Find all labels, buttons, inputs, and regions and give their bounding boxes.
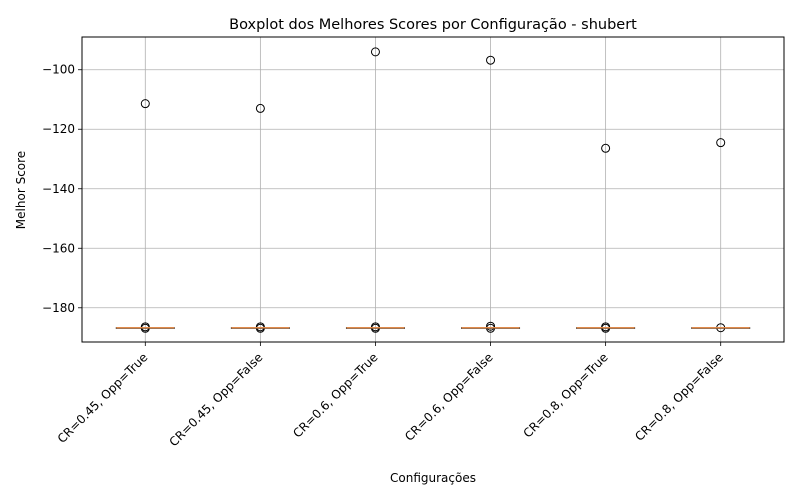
flier-point [716, 138, 726, 148]
box-group [691, 138, 751, 333]
chart-title: Boxplot dos Melhores Scores por Configur… [229, 17, 637, 33]
y-axis-label: Melhor Score [14, 151, 28, 229]
y-tick-label: −160 [42, 241, 75, 255]
box-group [576, 143, 636, 333]
box-group [461, 55, 521, 333]
y-tick-label: −180 [42, 301, 75, 315]
flier-point [140, 99, 150, 109]
boxes [115, 47, 751, 333]
y-tick-label: −120 [42, 122, 75, 136]
plot-frame [81, 36, 785, 343]
grid [82, 37, 784, 342]
box-group [345, 47, 405, 333]
flier-point [486, 321, 496, 331]
y-tick-label: −100 [42, 63, 75, 77]
flier-point [601, 143, 611, 153]
flier-point [370, 47, 380, 57]
y-axis-ticks: −100 −120 −140 −160 −180 [42, 63, 82, 315]
box-group [115, 99, 175, 333]
x-axis-label: Configurações [390, 471, 476, 485]
flier-point [255, 103, 265, 113]
y-tick-label: −140 [42, 182, 75, 196]
box-group [230, 103, 290, 333]
flier-point [486, 55, 496, 65]
